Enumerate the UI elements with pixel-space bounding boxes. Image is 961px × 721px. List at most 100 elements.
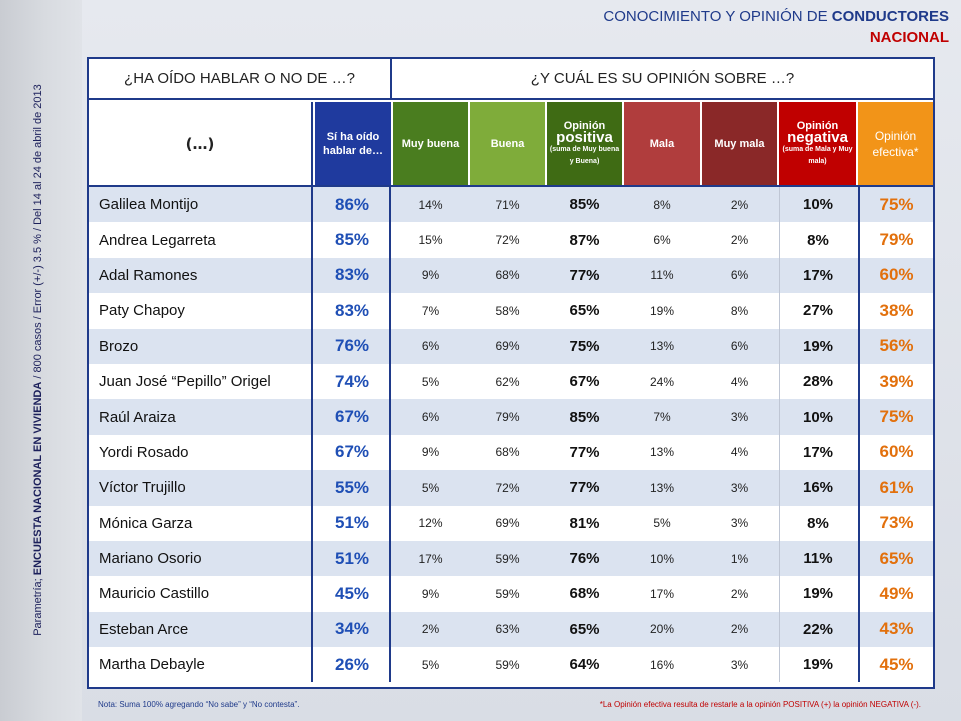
survey-info: Parametría; ENCUESTA NACIONAL EN VIVIEND… — [32, 10, 50, 710]
muy-buena-cell: 9% — [421, 586, 440, 601]
buena-cell: 68% — [495, 268, 520, 283]
heard-cell: 34% — [315, 611, 391, 648]
mala-cell: 13% — [649, 480, 675, 495]
efectiva-cell: 45% — [858, 647, 933, 683]
muy-mala-cell: 1% — [730, 551, 749, 566]
table-row: Martha Debayle 26% 5% 59% 64% 16% 3% 19% 45% — [89, 647, 933, 683]
buena-cell: 71% — [495, 197, 520, 212]
heard-cell: 85% — [315, 222, 391, 258]
heard-cell: 45% — [315, 576, 391, 612]
column-header-positiva: Opinión positiva (suma de Muy buena y Bu… — [547, 102, 622, 185]
column-header-muy-buena: Muy buena — [393, 102, 468, 185]
table-body: Galilea Montijo 86% 14% 71% 85% 8% 2% 10% 75% And… — [89, 187, 933, 683]
buena-cell: 58% — [495, 303, 520, 318]
note-right: *La Opinión efectiva resulta de restarle… — [599, 700, 921, 709]
table-row: Paty Chapoy 83% 7% 58% 65% 19% 8% 27% 38% — [89, 293, 933, 329]
efectiva-cell: 49% — [858, 576, 933, 612]
muy-buena-cell: 5% — [421, 480, 440, 495]
negativa-note: (suma de Mala y Muy mala) — [782, 145, 853, 165]
positiva-cell: 85% — [569, 196, 600, 214]
mala-cell: 20% — [649, 622, 675, 637]
efectiva-cell: 39% — [858, 363, 933, 400]
muy-mala-cell: 6% — [730, 339, 749, 354]
name-cell: Raúl Araiza — [89, 399, 313, 435]
efectiva-cell: 43% — [858, 611, 933, 648]
negativa-cell: 19% — [779, 576, 856, 612]
name-cell: Esteban Arce — [89, 611, 313, 648]
column-header-buena: Buena — [470, 102, 545, 185]
sidebar-band: Parametría; ENCUESTA NACIONAL EN VIVIEND… — [0, 0, 82, 721]
note-left: Nota: Suma 100% agregando “No sabe” y “N… — [98, 700, 300, 709]
mala-cell: 6% — [653, 233, 671, 248]
muy-mala-cell: 8% — [730, 303, 749, 318]
muy-buena-cell: 5% — [421, 374, 440, 389]
positiva-top: Opinión — [563, 119, 606, 132]
efectiva-cell: 73% — [858, 505, 933, 541]
buena-cell: 59% — [495, 551, 520, 566]
mala-cell: 24% — [649, 374, 675, 389]
positiva-cell: 77% — [569, 479, 600, 497]
table-row: Esteban Arce 34% 2% 63% 65% 20% 2% 22% 43% — [89, 611, 933, 648]
column-header-negativa: Opinión negativa (suma de Mala y Muy mal… — [779, 102, 856, 185]
group-header-opinion: ¿Y CUÁL ES SU OPINIÓN SOBRE …? — [390, 57, 935, 100]
heard-cell: 86% — [315, 187, 391, 223]
efectiva-cell: 65% — [858, 540, 933, 577]
column-header-muy-mala: Muy mala — [702, 102, 777, 185]
table-row: Yordi Rosado 67% 9% 68% 77% 13% 4% 17% 60% — [89, 434, 933, 471]
positiva-note: (suma de Muy buena y Buena) — [549, 145, 620, 165]
muy-mala-cell: 3% — [730, 657, 749, 672]
efectiva-cell: 61% — [858, 470, 933, 506]
page-subtitle: NACIONAL — [869, 29, 949, 46]
muy-buena-cell: 2% — [421, 622, 440, 637]
name-cell: Martha Debayle — [89, 647, 313, 683]
name-cell: Adal Ramones — [89, 257, 313, 294]
buena-cell: 72% — [495, 233, 520, 248]
muy-buena-cell: 14% — [418, 197, 443, 212]
efectiva-cell: 60% — [858, 257, 933, 294]
negativa-cell: 19% — [779, 647, 856, 683]
buena-cell: 59% — [495, 586, 520, 601]
name-cell: Andrea Legarreta — [89, 222, 313, 258]
muy-mala-cell: 2% — [730, 233, 749, 248]
positiva-cell: 64% — [569, 656, 600, 674]
column-header-heard: Sí ha oído hablar de… — [315, 102, 391, 185]
negativa-cell: 28% — [779, 363, 856, 400]
page-title: CONOCIMIENTO Y OPINIÓN DE CONDUCTORES — [603, 8, 949, 25]
muy-buena-cell: 7% — [421, 303, 440, 318]
muy-mala-cell: 3% — [730, 516, 749, 531]
buena-cell: 69% — [495, 339, 520, 354]
mala-cell: 11% — [650, 268, 674, 283]
muy-mala-cell: 4% — [730, 445, 749, 460]
heard-cell: 83% — [315, 257, 391, 294]
negativa-cell: 19% — [779, 328, 856, 364]
heard-cell: 51% — [315, 505, 391, 541]
muy-buena-cell: 15% — [418, 233, 443, 248]
positiva-cell: 77% — [569, 266, 600, 284]
negativa-cell: 17% — [779, 434, 856, 471]
heard-cell: 26% — [315, 647, 391, 683]
column-header-label: (…) — [89, 102, 313, 185]
negativa-cell: 22% — [779, 611, 856, 648]
table-row: Brozo 76% 6% 69% 75% 13% 6% 19% 56% — [89, 328, 933, 364]
name-cell: Brozo — [89, 328, 313, 364]
efectiva-cell: 79% — [858, 222, 933, 258]
negativa-cell: 8% — [779, 505, 856, 541]
page-title-regular: CONOCIMIENTO Y OPINIÓN DE — [603, 8, 832, 25]
name-cell: Galilea Montijo — [89, 187, 313, 223]
name-cell: Mariano Osorio — [89, 540, 313, 577]
positiva-cell: 76% — [569, 550, 600, 568]
buena-cell: 62% — [495, 374, 520, 389]
negativa-cell: 10% — [779, 399, 856, 435]
table-row: Juan José “Pepillo” Origel 74% 5% 62% 67% 24%… — [89, 363, 933, 400]
muy-mala-cell: 4% — [730, 374, 749, 389]
muy-mala-cell: 3% — [730, 480, 749, 495]
mala-cell: 19% — [649, 303, 675, 318]
mala-cell: 16% — [649, 657, 675, 672]
muy-mala-cell: 6% — [730, 268, 749, 283]
column-header-mala: Mala — [624, 102, 700, 185]
positiva-cell: 87% — [569, 231, 600, 249]
table-row: Galilea Montijo 86% 14% 71% 85% 8% 2% 10% 75% — [89, 187, 933, 223]
mala-cell: 13% — [649, 339, 675, 354]
mala-cell: 10% — [649, 551, 675, 566]
muy-buena-cell: 17% — [418, 551, 443, 566]
